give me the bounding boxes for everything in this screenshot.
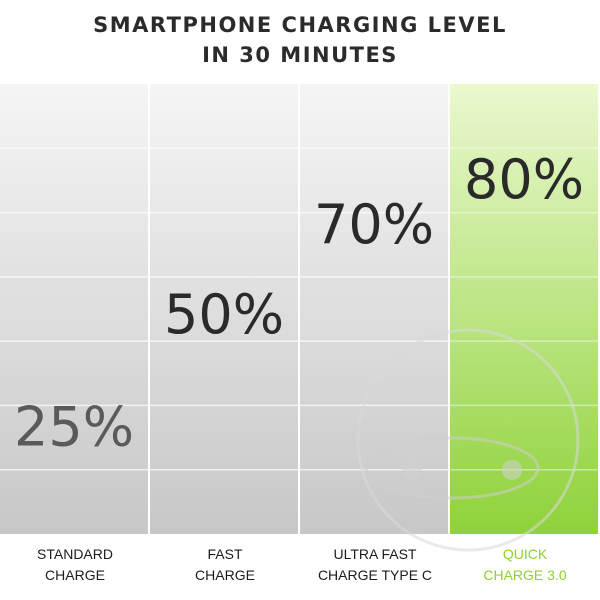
bar-ultra-fast-charge — [300, 84, 448, 534]
category-axis: STANDARD CHARGE FAST CHARGE ULTRA FAST C… — [0, 544, 600, 594]
category-label-standard-charge: STANDARD CHARGE — [37, 546, 113, 583]
category-label-fast-charge: FAST CHARGE — [195, 546, 255, 583]
value-label-standard-charge: 25% — [14, 396, 134, 459]
category-label-quick-charge: QUICK CHARGE 3.0 — [483, 546, 567, 583]
value-label-quick-charge: 80% — [464, 148, 584, 211]
bar-quick-charge — [450, 84, 598, 534]
category-label-ultra-fast-charge: ULTRA FAST CHARGE TYPE C — [317, 546, 433, 583]
bar-standard-charge — [0, 84, 148, 534]
chart-title-line-2: IN 30 MINUTES — [202, 43, 398, 67]
chart-title-line-1: SMARTPHONE CHARGING LEVEL — [93, 13, 507, 37]
bar-fast-charge — [150, 84, 298, 534]
watermark-logo — [356, 328, 580, 552]
chart-title: SMARTPHONE CHARGING LEVEL IN 30 MINUTES — [0, 10, 600, 70]
value-label-fast-charge: 50% — [164, 283, 284, 346]
value-label-ultra-fast-charge: 70% — [314, 193, 434, 256]
